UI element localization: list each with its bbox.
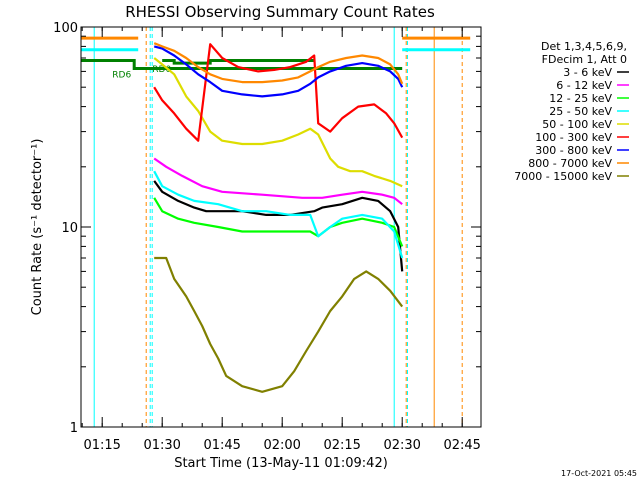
y-tick-label: 100 <box>53 21 78 36</box>
legend-entry-label: 800 - 7000 keV <box>528 157 612 170</box>
series-line <box>153 197 404 247</box>
x-axis-ticks: 01:15 01:30 01:45 02:00 02:15 02:30 02:45 <box>81 27 481 453</box>
legend-entry-label: 100 - 300 keV <box>535 131 612 144</box>
legend-entry-label: 25 - 50 keV <box>549 105 612 118</box>
x-tick-label: 01:15 <box>83 438 120 453</box>
y-tick-label: 10 <box>61 221 78 236</box>
vertical-markers <box>93 27 463 427</box>
chart-title: RHESSI Observing Summary Count Rates <box>125 3 435 21</box>
series-line <box>153 57 403 188</box>
series-line <box>153 43 404 142</box>
x-tick-label: 02:15 <box>323 438 360 453</box>
legend-entry-label: 12 - 25 keV <box>549 92 612 105</box>
x-tick-label: 01:45 <box>203 438 240 453</box>
legend-header: Det 1,3,4,5,6,9, <box>541 40 627 53</box>
series-line <box>153 170 404 259</box>
legend-entry-label: 50 - 100 keV <box>542 118 612 131</box>
series-line <box>153 42 404 85</box>
series-line <box>153 157 403 206</box>
series-line <box>153 45 404 98</box>
x-tick-label: 02:00 <box>263 438 300 453</box>
legend-entry-label: 300 - 800 keV <box>535 144 612 157</box>
x-tick-label: 02:30 <box>383 438 420 453</box>
y-axis-ticks: 1 10 100 <box>53 21 481 436</box>
step-line <box>81 59 403 70</box>
x-tick-label: 02:45 <box>443 438 480 453</box>
legend-entry-label: 7000 - 15000 keV <box>514 170 612 183</box>
legend-header: FDecim 1, Att 0 <box>542 53 627 66</box>
series-layer <box>153 42 404 393</box>
legend: Det 1,3,4,5,6,9,FDecim 1, Att 03 - 6 keV… <box>514 40 629 183</box>
x-tick-label: 01:30 <box>143 438 180 453</box>
series-line <box>154 256 404 393</box>
step-line-label: RD6 <box>112 71 131 81</box>
footer-timestamp: 17-Oct-2021 05:45 <box>561 469 637 478</box>
x-axis-label: Start Time (13-May-11 01:09:42) <box>174 456 388 471</box>
legend-entry-label: 6 - 12 keV <box>556 79 612 92</box>
legend-entry-label: 3 - 6 keV <box>563 66 612 79</box>
step-line-label: RD0 <box>152 65 171 75</box>
y-tick-label: 1 <box>70 421 78 436</box>
y-axis-label: Count Rate (s⁻¹ detector⁻¹) <box>30 139 45 316</box>
